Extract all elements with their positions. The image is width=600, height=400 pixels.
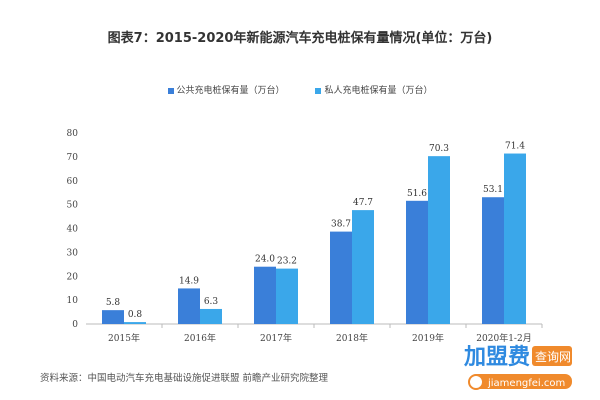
data-label: 0.8 xyxy=(128,310,143,320)
data-label: 47.7 xyxy=(353,198,373,208)
legend-item-private: 私人充电桩保有量（万台） xyxy=(315,86,432,96)
x-tick-label: 2015年 xyxy=(108,332,140,344)
watermark-logo: 加盟费 查询网 jiamengfei.com xyxy=(462,340,574,395)
legend-label-private: 私人充电桩保有量（万台） xyxy=(324,86,433,96)
bar-private xyxy=(124,322,146,324)
chart-title: 图表7：2015-2020年新能源汽车充电桩保有量情况(单位：万台) xyxy=(107,31,493,46)
data-label: 24.0 xyxy=(255,255,275,265)
bar-private xyxy=(504,153,526,324)
bar-private xyxy=(428,156,450,324)
x-tick-label: 2017年 xyxy=(260,332,292,344)
legend-label-public: 公共充电桩保有量（万台） xyxy=(176,86,285,96)
y-tick-label: 70 xyxy=(67,153,79,163)
y-tick-label: 0 xyxy=(72,320,78,330)
data-label: 70.3 xyxy=(429,144,449,154)
source-note: 资料来源：中国电动汽车充电基础设施促进联盟 前瞻产业研究院整理 xyxy=(40,373,329,384)
bar-public xyxy=(254,266,276,324)
data-label: 5.8 xyxy=(106,298,121,308)
bar-private xyxy=(352,210,374,324)
y-tick-label: 40 xyxy=(67,225,79,235)
data-label: 71.4 xyxy=(505,142,525,152)
data-label: 23.2 xyxy=(277,257,297,267)
bar-public xyxy=(406,200,428,324)
y-tick-label: 60 xyxy=(67,177,79,187)
x-tick-label: 2019年 xyxy=(412,332,444,344)
svg-text:加盟费: 加盟费 xyxy=(463,345,530,370)
legend-swatch-private xyxy=(315,87,322,94)
data-label: 53.1 xyxy=(483,185,503,195)
y-tick-label: 20 xyxy=(67,272,79,282)
legend: 公共充电桩保有量（万台） 私人充电桩保有量（万台） xyxy=(0,83,600,96)
data-label: 6.3 xyxy=(204,297,219,307)
y-tick-label: 10 xyxy=(67,296,79,306)
bar-public xyxy=(102,310,124,324)
y-tick-label: 80 xyxy=(67,129,79,139)
bar-public xyxy=(178,288,200,324)
y-tick-label: 50 xyxy=(67,201,79,211)
bar-private xyxy=(276,268,298,324)
legend-swatch-public xyxy=(167,87,174,94)
data-label: 38.7 xyxy=(331,220,351,230)
svg-text:查询网: 查询网 xyxy=(535,350,571,364)
legend-item-public: 公共充电桩保有量（万台） xyxy=(167,86,285,96)
x-tick-label: 2018年 xyxy=(336,332,368,344)
data-label: 51.6 xyxy=(407,189,427,199)
y-tick-label: 30 xyxy=(67,248,79,258)
data-label: 14.9 xyxy=(179,276,199,286)
bar-private xyxy=(200,308,222,324)
x-tick-label: 2020年1-2月 xyxy=(476,332,531,344)
bar-public xyxy=(330,231,352,324)
bar-public xyxy=(482,197,504,324)
svg-text:jiamengfei.com: jiamengfei.com xyxy=(487,378,565,389)
x-tick-label: 2016年 xyxy=(184,332,216,344)
